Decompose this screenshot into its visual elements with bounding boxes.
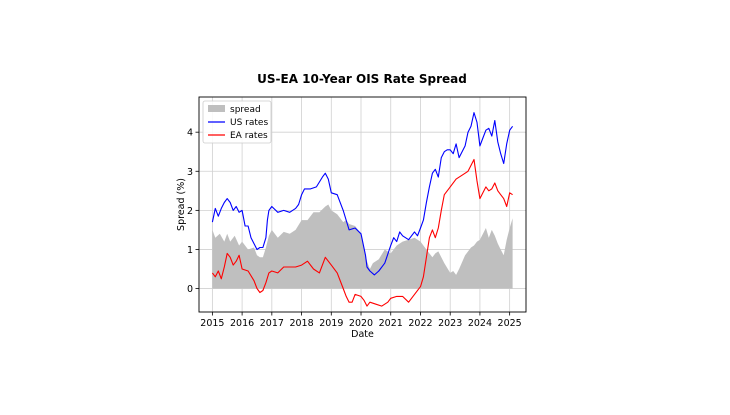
x-tick-label: 2024	[468, 318, 492, 329]
y-tick-label: 1	[187, 245, 193, 256]
chart-title: US-EA 10-Year OIS Rate Spread	[257, 72, 467, 86]
x-tick-label: 2021	[379, 318, 403, 329]
x-tick-label: 2025	[498, 318, 522, 329]
x-tick-label: 2015	[200, 318, 224, 329]
series-line-ea-rates	[211, 158, 513, 307]
x-tick-label: 2020	[349, 318, 373, 329]
series-line-us-rates	[211, 112, 514, 276]
series-area-spread	[212, 204, 513, 289]
x-tick-label: 2016	[230, 318, 254, 329]
x-tick-label: 2023	[438, 318, 462, 329]
x-axis-label: Date	[351, 329, 374, 340]
legend: spread US rates EA rates	[202, 100, 272, 144]
y-tick-label: 0	[187, 284, 193, 295]
legend-swatch-spread	[208, 105, 225, 112]
legend-label-us: US rates	[230, 118, 268, 128]
y-tick-label: 4	[187, 128, 193, 139]
x-tick-label: 2019	[319, 318, 343, 329]
y-tick-label: 3	[187, 167, 193, 178]
y-axis-label: Spread (%)	[176, 178, 187, 231]
legend-label-spread: spread	[230, 105, 261, 115]
series-layer	[211, 112, 514, 307]
x-tick-label: 2018	[289, 318, 313, 329]
x-tick-label: 2022	[408, 318, 432, 329]
y-tick-label: 2	[187, 206, 193, 217]
plot-frame	[198, 96, 527, 313]
x-tick-label: 2017	[260, 318, 284, 329]
tick-layer: 2015 2016 2017 2018 2019 2020 2021 2022 2023 2024…	[187, 128, 522, 329]
legend-label-ea: EA rates	[230, 131, 268, 141]
